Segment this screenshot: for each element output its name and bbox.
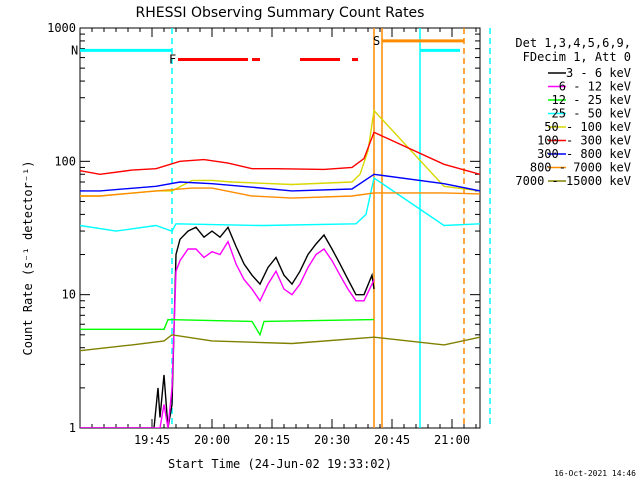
series-line-100-300-kev: [80, 131, 480, 176]
legend-entry-label: 50 - 100 keV: [544, 120, 631, 134]
series-line-800-7000-kev: [80, 187, 480, 199]
series-line-12-25-kev: [80, 318, 375, 337]
plot-area: 1 10 100 1000 19:45 20:00 20:15 20:30 20:45 21:00…: [47, 21, 491, 447]
legend-entry-label: 800 - 7000 keV: [530, 161, 631, 175]
series-line-25-50-kev: [80, 176, 480, 232]
x-tick-label: 20:15: [254, 433, 290, 447]
legend-entry-label: 7000 - 15000 keV: [515, 174, 631, 188]
x-tick-label: 20:45: [374, 433, 410, 447]
x-tick-label: 21:00: [434, 433, 470, 447]
legend-header-line1: Det 1,3,4,5,6,9,: [515, 36, 631, 50]
y-tick-label: 1000: [47, 21, 76, 35]
legend-entry-label: 12 - 25 keV: [552, 93, 631, 107]
chart-title: RHESSI Observing Summary Count Rates: [136, 5, 425, 21]
plot-frame: [79, 27, 481, 429]
flag-label: F: [169, 53, 176, 67]
legend-entry-label: 300 - 800 keV: [537, 147, 631, 161]
x-tick-label: 20:00: [194, 433, 230, 447]
legend-entry-label: 100 - 300 keV: [537, 134, 631, 148]
legend-entry-label: 6 - 12 keV: [559, 80, 631, 94]
footer-date: 16-Oct-2021 14:46: [554, 469, 636, 478]
series-line-300-800-kev: [80, 173, 480, 192]
series-line-3-6-kev: [80, 225, 375, 428]
y-axis-label: Count Rate (s⁻¹ detector⁻¹): [21, 160, 35, 355]
legend-entry-label: 3 - 6 keV: [566, 66, 631, 80]
x-tick-label: 20:30: [314, 433, 350, 447]
y-tick-label: 1: [69, 421, 76, 435]
series-line-6-12-kev: [80, 239, 375, 428]
legend-entry-label: 25 - 50 keV: [552, 107, 631, 121]
flag-label: N: [71, 43, 78, 57]
series-line-7000-15000-kev: [80, 334, 480, 352]
flag-label: S: [373, 34, 380, 48]
x-axis-label: Start Time (24-Jun-02 19:33:02): [168, 457, 392, 471]
x-tick-label: 19:45: [134, 433, 170, 447]
y-tick-label: 100: [54, 154, 76, 168]
legend-header-line2: FDecim 1, Att 0: [523, 50, 631, 64]
y-tick-label: 10: [62, 288, 76, 302]
